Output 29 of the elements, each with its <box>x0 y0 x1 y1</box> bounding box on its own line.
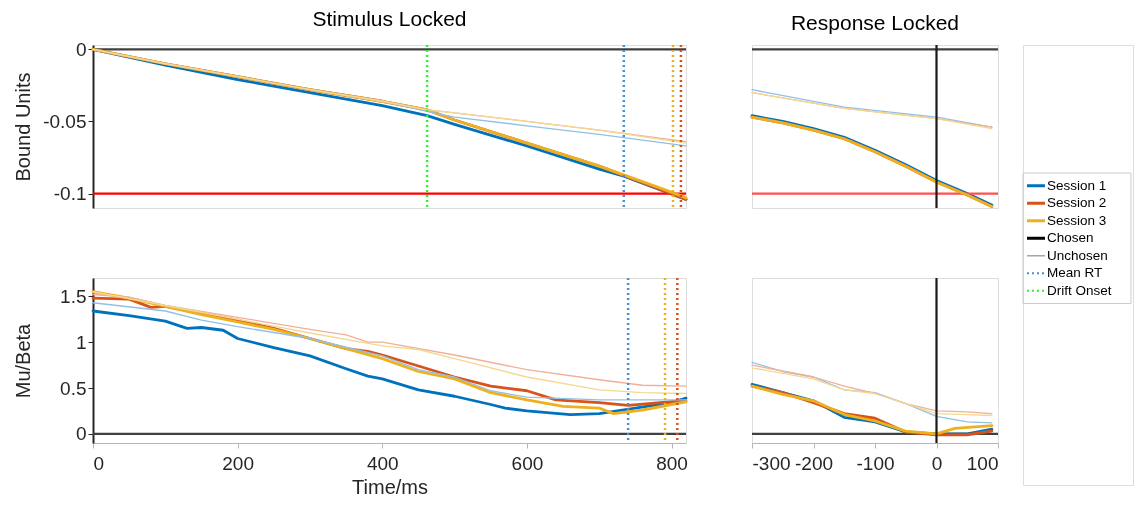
x-tick-label: -300 <box>752 452 791 474</box>
text: Chosen <box>1047 230 1094 246</box>
y-tick-label: -0.05 <box>43 110 87 132</box>
chart-title: Response Locked <box>790 10 960 34</box>
y-tick-label: -0.1 <box>53 183 87 205</box>
y-tick-label: 1.5 <box>60 285 87 307</box>
x-tick-label: 200 <box>222 452 254 474</box>
y-tick-label: 0 <box>75 423 87 445</box>
legend-label: Mean RT <box>1047 265 1103 281</box>
y-tick-label: 1 <box>75 331 87 353</box>
x-tick-label: 600 <box>511 452 544 474</box>
legend-label: Session 2 <box>1047 195 1107 211</box>
legend-label: Session 1 <box>1047 177 1107 193</box>
x-axis-title: Time/ms <box>352 475 428 498</box>
text: Unchosen <box>1047 247 1108 263</box>
x-tick-label: 400 <box>366 452 399 474</box>
y-axis-title: Mu/Beta <box>11 322 34 399</box>
x-tick-label: 100 <box>966 452 999 474</box>
x-tick-label: 0 <box>931 452 943 474</box>
legend-label: Drift Onset <box>1047 282 1112 298</box>
x-tick-label: -100 <box>856 452 895 474</box>
legend-label: Session 3 <box>1047 212 1107 228</box>
x-tick-label: 800 <box>656 452 688 474</box>
x-tick-label: 0 <box>93 452 105 474</box>
chart-title: Stimulus Locked <box>312 7 467 31</box>
x-tick-label: -200 <box>794 452 834 474</box>
y-tick-label: 0 <box>75 38 87 60</box>
y-axis-title: Bound Units <box>11 72 34 182</box>
y-tick-label: 0.5 <box>60 377 87 399</box>
